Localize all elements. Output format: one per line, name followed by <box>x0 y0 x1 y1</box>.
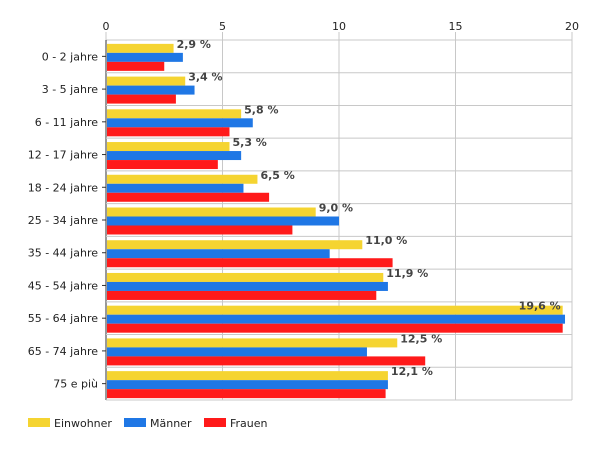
x-tick-label: 20 <box>565 20 579 33</box>
bar-m-nner <box>107 281 388 291</box>
legend-swatch <box>124 418 146 427</box>
bar-frauen <box>107 127 230 137</box>
x-tick-label: 15 <box>449 20 463 33</box>
category-label: 35 - 44 jahre <box>28 247 99 260</box>
category-label: 65 - 74 jahre <box>28 345 99 358</box>
bar-frauen <box>107 94 176 104</box>
bar-frauen <box>107 225 293 235</box>
bar-einwohner <box>107 371 388 381</box>
data-label: 11,0 % <box>365 234 407 247</box>
data-label: 5,3 % <box>232 136 266 149</box>
bar-m-nner <box>107 380 388 390</box>
bar-frauen <box>107 290 377 300</box>
data-label: 11,9 % <box>386 267 428 280</box>
bar-einwohner <box>107 240 363 250</box>
bar-einwohner <box>107 338 398 348</box>
bar-m-nner <box>107 151 242 161</box>
legend-swatch <box>28 418 50 427</box>
legend-label: Männer <box>150 417 192 430</box>
bar-einwohner <box>107 174 258 184</box>
bar-frauen <box>107 258 393 268</box>
category-label: 45 - 54 jahre <box>28 279 99 292</box>
bar-frauen <box>107 192 270 202</box>
bar-frauen <box>107 356 426 366</box>
bar-m-nner <box>107 314 566 324</box>
bar-einwohner <box>107 305 563 315</box>
legend-swatch <box>204 418 226 427</box>
data-label: 5,8 % <box>244 103 278 116</box>
category-label: 75 e più <box>53 378 98 391</box>
bar-m-nner <box>107 118 253 128</box>
legend-label: Frauen <box>230 417 268 430</box>
bar-m-nner <box>107 347 367 357</box>
category-label: 6 - 11 jahre <box>35 116 99 129</box>
bar-frauen <box>107 389 386 399</box>
bar-einwohner <box>107 76 186 86</box>
bar-einwohner <box>107 43 174 53</box>
bar-m-nner <box>107 183 244 193</box>
category-label: 3 - 5 jahre <box>42 83 99 96</box>
x-tick-label: 0 <box>103 20 110 33</box>
x-tick-label: 10 <box>332 20 346 33</box>
data-label: 9,0 % <box>319 202 353 215</box>
data-label: 3,4 % <box>188 71 222 84</box>
legend-label: Einwohner <box>54 417 112 430</box>
bar-frauen <box>107 61 165 71</box>
bar-m-nner <box>107 249 330 259</box>
category-label: 55 - 64 jahre <box>28 312 99 325</box>
bar-m-nner <box>107 216 339 226</box>
category-label: 0 - 2 jahre <box>42 50 99 63</box>
x-tick-label: 5 <box>219 20 226 33</box>
bar-m-nner <box>107 52 183 62</box>
bar-frauen <box>107 160 218 170</box>
data-label: 12,1 % <box>391 365 433 378</box>
data-label: 12,5 % <box>400 332 442 345</box>
bar-frauen <box>107 323 563 333</box>
bar-einwohner <box>107 109 242 119</box>
category-label: 25 - 34 jahre <box>28 214 99 227</box>
category-label: 18 - 24 jahre <box>28 181 99 194</box>
data-label: 19,6 % <box>519 300 561 313</box>
data-label: 2,9 % <box>177 38 211 51</box>
bar-einwohner <box>107 207 316 217</box>
data-label: 6,5 % <box>260 169 294 182</box>
bar-einwohner <box>107 272 384 282</box>
category-label: 12 - 17 jahre <box>28 149 99 162</box>
bar-einwohner <box>107 142 230 152</box>
bar-m-nner <box>107 85 195 95</box>
